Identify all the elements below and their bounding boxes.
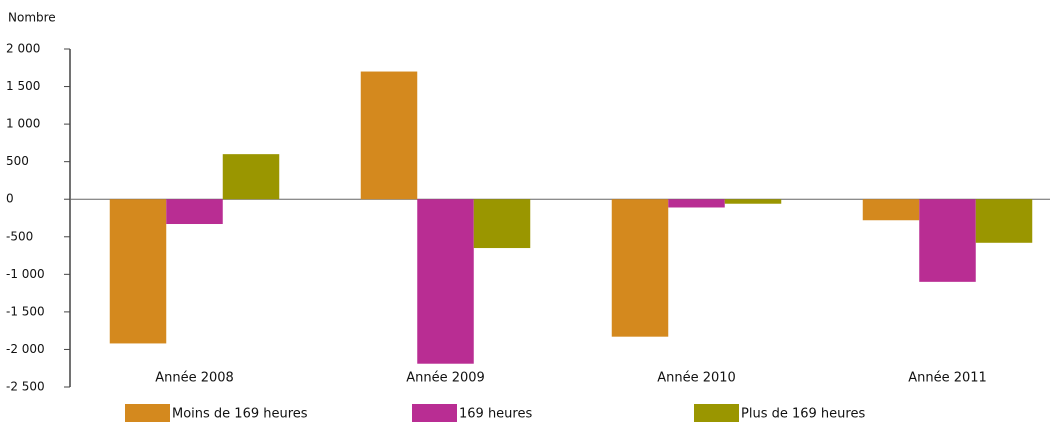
- y-tick-label: -1 000: [6, 267, 45, 281]
- y-tick-label: -2 000: [6, 342, 45, 356]
- x-tick-label: Année 2008: [155, 371, 234, 386]
- y-tick-label: -2 500: [6, 380, 45, 394]
- bar: [166, 199, 223, 225]
- bar: [473, 199, 531, 249]
- y-tick-label: -1 500: [6, 304, 45, 318]
- bar: [975, 199, 1033, 243]
- y-tick-label: 2 000: [6, 42, 40, 56]
- y-tick-label: 500: [6, 154, 29, 168]
- y-tick-label: 1 000: [6, 117, 40, 131]
- bar: [668, 199, 725, 208]
- y-tick-label: 0: [6, 192, 14, 206]
- y-axis-label: Nombre: [8, 11, 56, 25]
- bar: [611, 199, 669, 337]
- legend-label: Plus de 169 heures: [741, 407, 865, 422]
- legend-swatch: [694, 404, 739, 422]
- bar: [724, 199, 782, 204]
- x-tick-label: Année 2010: [657, 371, 736, 386]
- y-tick-label: -500: [6, 229, 33, 243]
- bar: [360, 71, 418, 200]
- y-tick-label: 1 500: [6, 79, 40, 93]
- legend-label: Moins de 169 heures: [172, 407, 308, 422]
- x-tick-label: Année 2011: [908, 371, 987, 386]
- legend-label: 169 heures: [459, 407, 532, 422]
- bar: [862, 199, 920, 221]
- x-tick-label: Année 2009: [406, 371, 485, 386]
- bar: [109, 199, 167, 344]
- bar: [222, 154, 280, 200]
- bar: [919, 199, 976, 282]
- legend-swatch: [125, 404, 170, 422]
- legend-swatch: [412, 404, 457, 422]
- bar: [417, 199, 474, 364]
